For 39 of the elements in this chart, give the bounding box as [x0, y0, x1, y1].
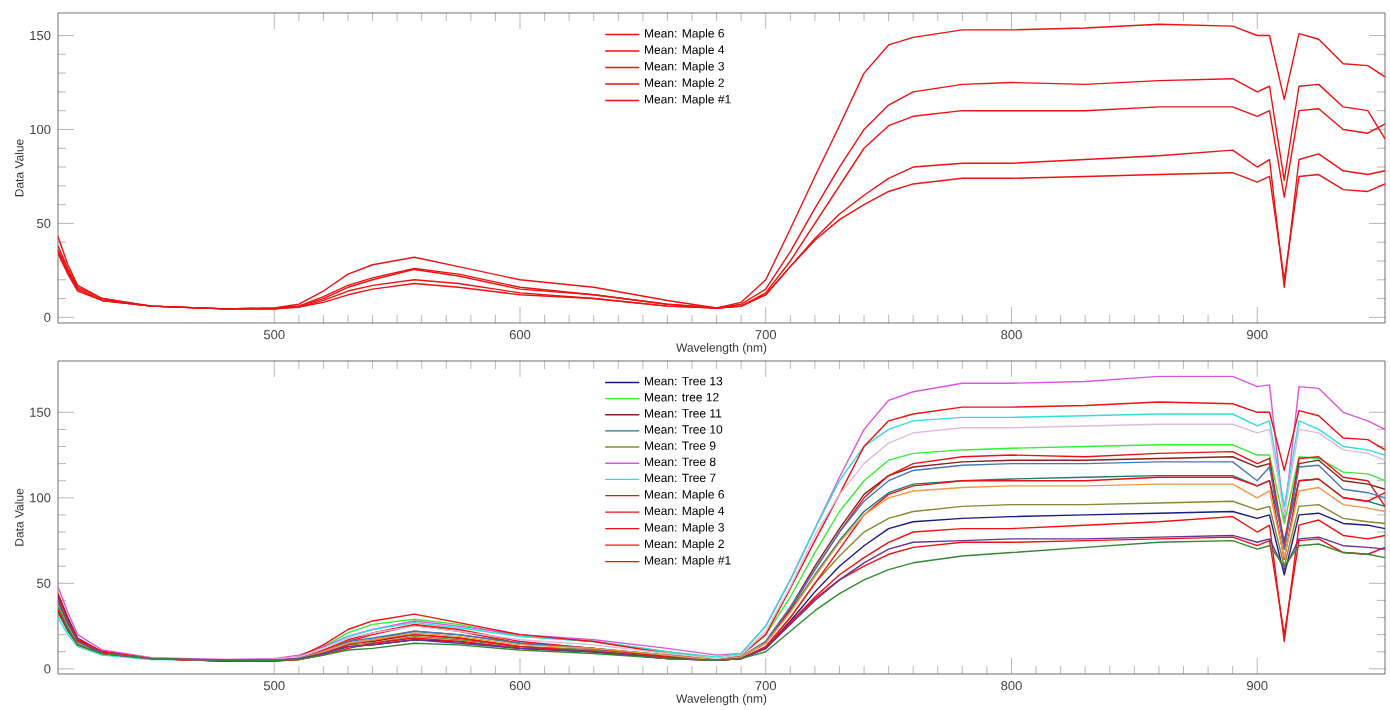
- legend-label: Mean: Tree 8: [645, 457, 716, 467]
- y-tick-label: 100: [30, 124, 51, 135]
- legend-label: Mean: Maple 6: [645, 28, 724, 40]
- x-axis-title: Wavelength (nm): [676, 693, 767, 706]
- legend-label: Mean: Maple 2: [645, 78, 724, 90]
- x-tick-label: 700: [755, 681, 777, 691]
- y-tick-label: 150: [30, 407, 51, 417]
- x-tick-label: 500: [263, 330, 285, 340]
- legend-label: Mean: Maple 4: [645, 506, 725, 518]
- y-axis-title: Data Value: [14, 139, 24, 197]
- legend-label: Mean: Maple 4: [645, 45, 725, 57]
- legend-label: Mean: tree 12: [645, 392, 719, 402]
- x-tick-label: 900: [1246, 330, 1268, 340]
- y-tick-label: 150: [30, 30, 51, 41]
- x-tick-label: 900: [1246, 681, 1268, 691]
- y-tick-label: 0: [44, 664, 51, 674]
- x-tick-label: 600: [509, 330, 531, 340]
- legend-label: Mean: Maple #1: [645, 94, 731, 106]
- legend-label: Mean: Maple 3: [645, 61, 724, 73]
- x-axis-title: Wavelength (nm): [676, 342, 767, 355]
- y-axis-title: Data Value: [14, 488, 24, 546]
- legend-label: Mean: Tree 7: [645, 473, 716, 483]
- x-tick-label: 800: [1001, 681, 1022, 691]
- legend-label: Mean: Tree 11: [645, 409, 722, 418]
- y-tick-label: 100: [30, 493, 51, 503]
- y-tick-label: 0: [44, 312, 51, 322]
- legend-label: Mean: Maple 3: [645, 522, 724, 534]
- y-tick-label: 50: [37, 578, 51, 588]
- legend-label: Mean: Tree 10: [645, 425, 723, 434]
- y-tick-label: 50: [37, 218, 51, 229]
- x-tick-label: 500: [263, 681, 285, 691]
- legend-label: Mean: Maple 6: [645, 489, 724, 501]
- legend-label: Mean: Tree 13: [645, 376, 723, 386]
- x-tick-label: 600: [509, 681, 531, 691]
- x-tick-label: 800: [1001, 330, 1022, 340]
- legend-label: Mean: Maple 2: [645, 539, 724, 551]
- legend-label: Mean: Tree 9: [645, 441, 716, 450]
- legend-label: Mean: Maple #1: [645, 555, 731, 567]
- x-tick-label: 700: [755, 330, 777, 340]
